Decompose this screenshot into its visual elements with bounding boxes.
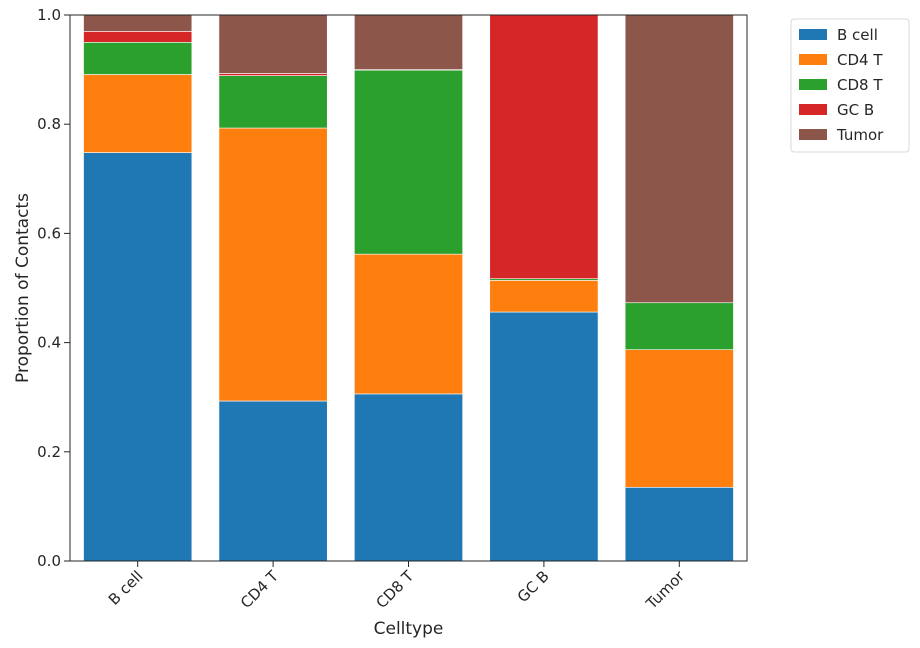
bar-segment bbox=[489, 14, 599, 280]
bar-segment bbox=[218, 73, 328, 76]
bar-segment bbox=[83, 31, 193, 43]
x-tick-label: B cell bbox=[105, 567, 147, 609]
y-tick-label: 0.0 bbox=[37, 552, 61, 570]
y-axis-title: Proportion of Contacts bbox=[13, 193, 33, 383]
legend-swatch bbox=[799, 54, 827, 65]
y-tick-label: 0.4 bbox=[37, 334, 61, 352]
bar-segment bbox=[624, 486, 734, 562]
legend-swatch bbox=[799, 129, 827, 140]
legend-label: CD4 T bbox=[837, 51, 883, 69]
plot-area bbox=[83, 14, 734, 562]
legend-swatch bbox=[799, 29, 827, 40]
bar-segment bbox=[83, 41, 193, 75]
bar-segment bbox=[218, 14, 328, 74]
bar-segment bbox=[489, 280, 599, 313]
bar-segment bbox=[489, 311, 599, 562]
legend-label: B cell bbox=[837, 26, 878, 44]
x-axis-title: Celltype bbox=[374, 619, 444, 639]
bar-segment bbox=[218, 400, 328, 562]
bar-segment bbox=[354, 393, 463, 562]
legend-label: CD8 T bbox=[837, 76, 883, 94]
bar-segment bbox=[354, 14, 463, 70]
legend: B cell CD4 T CD8 T GC B Tumor bbox=[790, 18, 910, 153]
x-tick-label: CD8 T bbox=[372, 567, 417, 612]
bar-segment bbox=[83, 14, 193, 32]
y-tick-label: 0.2 bbox=[37, 443, 61, 461]
y-tick-label: 1.0 bbox=[37, 6, 61, 24]
bar-segment bbox=[83, 152, 193, 562]
x-tick-label: GC B bbox=[514, 567, 553, 606]
x-axis: B cell CD4 T CD8 T GC B Tumor bbox=[105, 561, 689, 613]
bar-segment bbox=[624, 302, 734, 350]
bar-segment bbox=[354, 69, 463, 255]
bar-segment bbox=[218, 127, 328, 402]
legend-swatch bbox=[799, 104, 827, 115]
bar-segment bbox=[624, 14, 734, 304]
x-tick-label: Tumor bbox=[642, 567, 689, 614]
legend-label: Tumor bbox=[836, 126, 884, 144]
legend-swatch bbox=[799, 79, 827, 90]
legend-label: GC B bbox=[837, 101, 874, 119]
bar-segment bbox=[624, 349, 734, 488]
legend-box bbox=[790, 18, 910, 153]
y-tick-label: 0.6 bbox=[37, 224, 61, 242]
y-tick-label: 0.8 bbox=[37, 115, 61, 133]
bar-segment bbox=[218, 75, 328, 129]
x-tick-label: CD4 T bbox=[237, 567, 282, 612]
bar-segment bbox=[83, 74, 193, 153]
bar-segment bbox=[354, 253, 463, 395]
y-axis: 0.0 0.2 0.4 0.6 0.8 1.0 bbox=[37, 6, 70, 570]
